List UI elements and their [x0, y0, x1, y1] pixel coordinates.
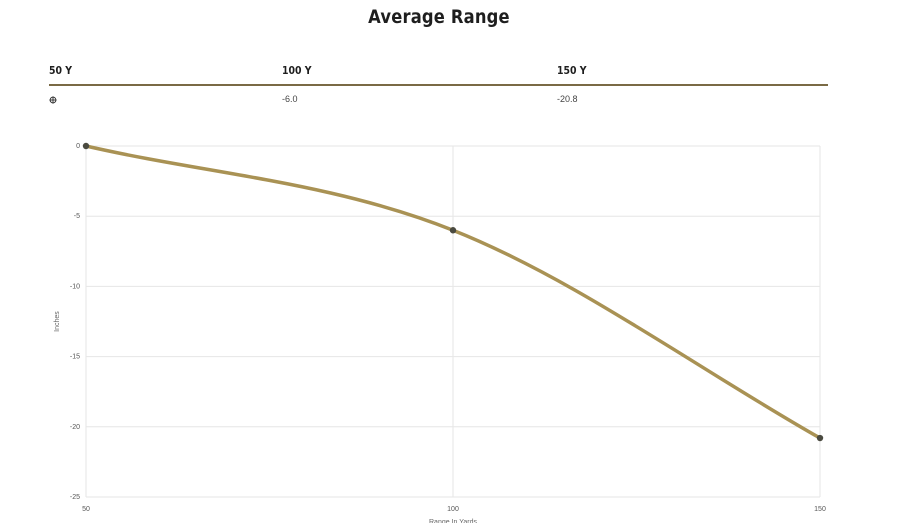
x-tick-label: 100	[447, 506, 459, 513]
cell-150y: -20.8	[557, 94, 578, 104]
y-tick-label: -15	[70, 354, 80, 361]
column-header-100y: 100 Y	[282, 64, 312, 77]
y-tick-label: -10	[70, 283, 80, 290]
cell-100y: -6.0	[282, 94, 298, 104]
data-point	[82, 142, 90, 150]
crosshair-icon	[49, 96, 57, 104]
y-tick-label: -5	[74, 213, 80, 220]
range-table-row: -6.0 -20.8	[49, 94, 828, 108]
x-axis-label: Range In Yards	[429, 519, 477, 523]
data-point	[449, 227, 457, 234]
x-tick-label: 50	[82, 506, 90, 513]
y-tick-label: -20	[70, 424, 80, 431]
column-header-50y: 50 Y	[49, 64, 73, 77]
y-tick-label: 0	[76, 143, 80, 150]
range-table-header: 50 Y 100 Y 150 Y	[49, 64, 828, 86]
x-tick-label: 150	[814, 506, 826, 513]
page-title: Average Range	[368, 6, 510, 28]
column-header-150y: 150 Y	[557, 64, 587, 77]
y-axis-label: Inches	[54, 311, 61, 332]
y-tick-label: -25	[70, 494, 80, 501]
data-point	[816, 434, 824, 442]
